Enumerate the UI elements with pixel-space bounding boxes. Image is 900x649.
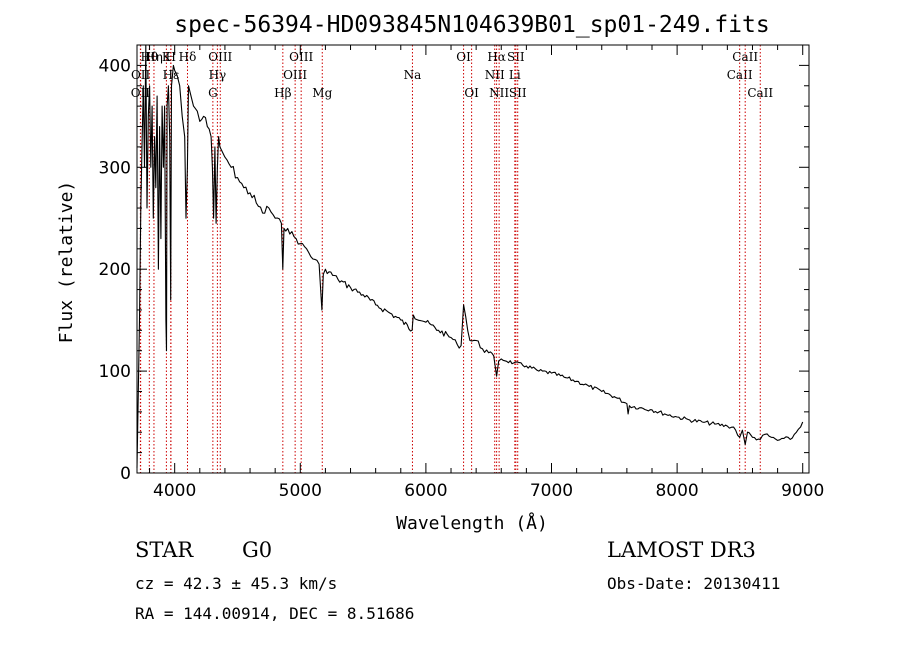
chart-title: spec-56394-HD093845N104639B01_sp01-249.f… [174, 12, 769, 38]
redshift-velocity: cz = 42.3 ± 45.3 km/s [135, 574, 338, 593]
line-label: K [162, 50, 172, 64]
line-label: NII [485, 68, 505, 82]
line-label: Li [509, 68, 521, 82]
line-label: OIII [283, 68, 307, 82]
line-label: Hα [487, 50, 506, 64]
axis-ticks: 4000 5000 6000 7000 8000 9000 0 100 200 300 400 [99, 45, 824, 501]
y-tick-label: 100 [99, 362, 131, 382]
y-tick-label: 0 [120, 464, 131, 484]
line-label: Hγ [209, 68, 227, 82]
y-tick-label: 300 [99, 158, 131, 178]
x-tick-label: 7000 [530, 481, 573, 501]
line-label: SII [509, 86, 527, 100]
y-tick-label: 200 [99, 260, 131, 280]
flux-series [136, 44, 804, 468]
x-tick-label: 9000 [781, 481, 824, 501]
line-label: G [208, 86, 218, 100]
line-label: CaII [727, 68, 753, 82]
y-tick-label: 400 [99, 56, 131, 76]
x-tick-label: 8000 [655, 481, 698, 501]
line-label: OI [464, 86, 479, 100]
object-subclass: G0 [242, 538, 273, 562]
line-label: Hβ [274, 86, 291, 100]
line-label: OIII [289, 50, 313, 64]
line-label: SII [507, 50, 525, 64]
line-label: Hδ [179, 50, 197, 64]
line-label: Mg [312, 86, 332, 100]
line-label: OIII [208, 50, 232, 64]
y-axis-label: Flux (relative) [56, 181, 77, 344]
observation-date: Obs-Date: 20130411 [607, 574, 781, 593]
object-class: STAR [135, 538, 194, 562]
flux-line [136, 44, 804, 468]
x-tick-label: 4000 [153, 481, 196, 501]
line-label: Na [404, 68, 422, 82]
line-label: CaII [732, 50, 758, 64]
line-label: OI [456, 50, 471, 64]
coordinates: RA = 144.00914, DEC = 8.51686 [135, 604, 415, 623]
x-axis-label: Wavelength (Å) [396, 512, 548, 534]
line-label: CaII [747, 86, 773, 100]
plot-frame [136, 44, 810, 474]
x-tick-label: 6000 [404, 481, 447, 501]
survey-name: LAMOST DR3 [607, 538, 756, 562]
line-label: OII [131, 68, 151, 82]
x-tick-label: 5000 [279, 481, 322, 501]
line-label: Hη [145, 50, 163, 64]
line-label: NII [489, 86, 509, 100]
